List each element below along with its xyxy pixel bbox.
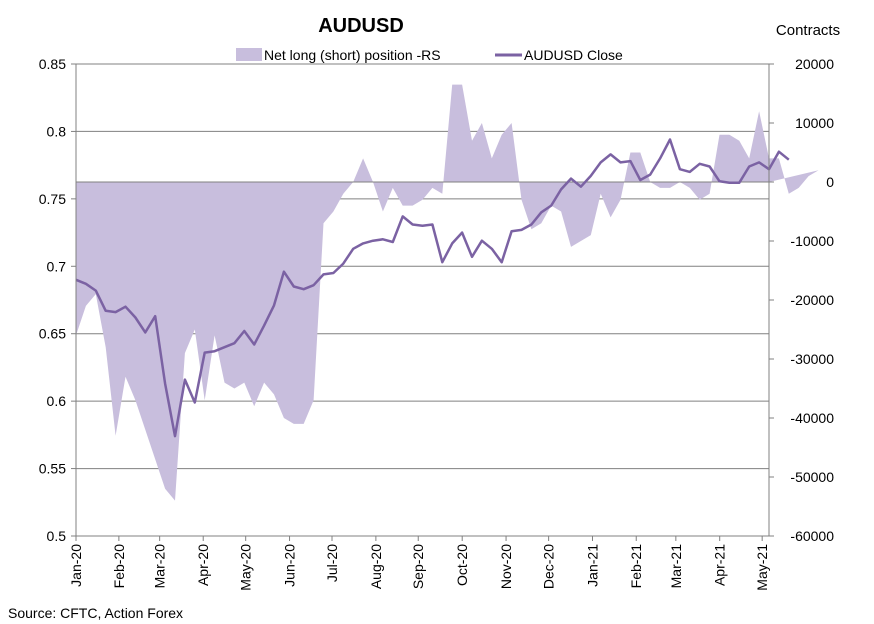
x-tick-label: Dec-20: [541, 544, 557, 589]
left-axis-ticks: 0.5 0.55 0.6 0.65 0.7 0.75 0.8 0.85: [39, 56, 76, 544]
right-tick-label: -10000: [790, 233, 834, 249]
right-axis-ticks: -60000 -50000 -40000 -30000 -20000 -10000 0 100…: [769, 56, 834, 544]
legend-area-label: Net long (short) position -RS: [264, 47, 441, 63]
right-axis-title: Contracts: [776, 22, 840, 39]
x-tick-label: Jan-21: [585, 544, 601, 587]
left-tick-label: 0.7: [47, 258, 67, 274]
legend-area-swatch: [236, 48, 262, 61]
right-tick-label: 20000: [795, 56, 834, 72]
right-tick-label: -30000: [790, 351, 834, 367]
right-tick-label: -20000: [790, 292, 834, 308]
x-tick-label: Apr-21: [712, 544, 728, 586]
x-tick-label: Jun-20: [282, 544, 298, 587]
left-tick-label: 0.65: [39, 326, 66, 342]
x-tick-label: May-21: [754, 544, 770, 591]
chart-title: AUDUSD: [318, 15, 404, 37]
right-tick-label: -60000: [790, 528, 834, 544]
right-tick-label: -40000: [790, 410, 834, 426]
right-tick-label: -50000: [790, 469, 834, 485]
legend: Net long (short) position -RS AUDUSD Clo…: [236, 47, 623, 63]
legend-line-label: AUDUSD Close: [524, 47, 623, 63]
x-tick-label: Apr-20: [195, 544, 211, 586]
left-tick-label: 0.75: [39, 191, 66, 207]
left-tick-label: 0.8: [47, 123, 67, 139]
x-tick-label: Sep-20: [410, 544, 426, 589]
x-tick-label: Aug-20: [368, 544, 384, 589]
source-note: Source: CFTC, Action Forex: [8, 605, 183, 621]
left-tick-label: 0.5: [47, 528, 67, 544]
right-tick-label: 10000: [795, 115, 834, 131]
x-tick-label: Jul-20: [324, 544, 340, 582]
x-tick-label: Jan-20: [68, 544, 84, 587]
x-tick-label: Feb-20: [111, 544, 127, 589]
x-axis-ticks: Jan-20 Feb-20 Mar-20 Apr-20 May-20 Jun-20 Jul-…: [68, 536, 770, 591]
x-tick-label: May-20: [238, 544, 254, 591]
audusd-close-line: [75, 138, 790, 438]
x-tick-label: Mar-21: [668, 544, 684, 589]
right-tick-label: 0: [826, 174, 834, 190]
left-tick-label: 0.55: [39, 461, 66, 477]
x-tick-label: Oct-20: [454, 544, 470, 586]
x-tick-label: Feb-21: [628, 544, 644, 589]
x-tick-label: Nov-20: [498, 544, 514, 589]
left-tick-label: 0.85: [39, 56, 66, 72]
left-tick-label: 0.6: [47, 393, 67, 409]
x-tick-label: Mar-20: [152, 544, 168, 589]
net-position-area: [76, 84, 819, 501]
